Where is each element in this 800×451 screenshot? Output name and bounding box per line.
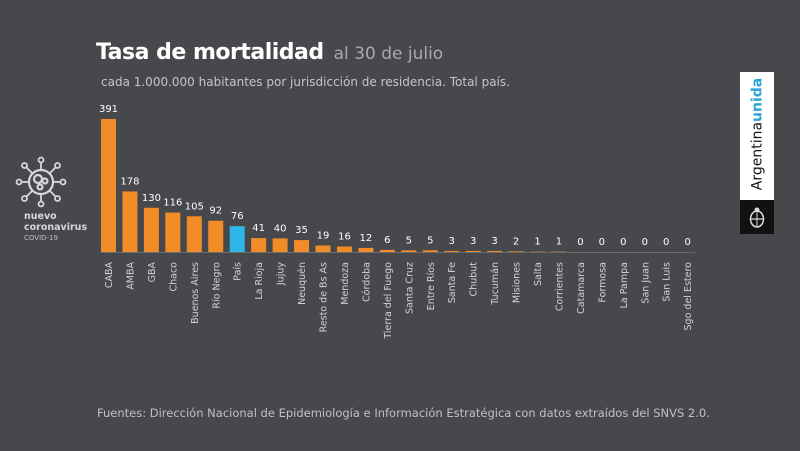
value-label: 76: [231, 211, 244, 222]
value-label: 0: [684, 237, 690, 248]
value-label: 19: [317, 231, 330, 242]
value-label: 0: [620, 237, 626, 248]
category-label: País: [233, 262, 244, 281]
value-label: 3: [449, 236, 455, 247]
category-label: Misiones: [512, 262, 523, 303]
category-label: Chubut: [469, 262, 480, 297]
logo-line-1: nuevo: [24, 211, 57, 222]
chart-title: Tasa de mortalidad al 30 de julio: [96, 40, 443, 65]
value-label: 40: [274, 223, 287, 234]
value-label: 2: [513, 236, 519, 247]
value-label: 3: [470, 236, 476, 247]
category-label: San Juan: [640, 262, 651, 304]
bar-tucumán: [487, 250, 503, 252]
value-label: 1: [534, 237, 540, 248]
value-label: 130: [142, 193, 161, 204]
bar-resto-de-bs-as: [315, 245, 331, 252]
logo-line-3: COVID-19: [24, 234, 58, 242]
category-label: Corrientes: [554, 262, 565, 311]
bar-chaco: [165, 212, 181, 252]
bar-río-negro: [208, 220, 224, 252]
chart-subtitle: cada 1.000.000 habitantes por jurisdicci…: [101, 75, 510, 89]
category-label: Tierra del Fuego: [383, 262, 394, 340]
category-label: Río Negro: [211, 262, 222, 309]
bar-córdoba: [358, 247, 374, 252]
value-label: 105: [185, 201, 204, 212]
category-label: Santa Fe: [447, 262, 458, 303]
value-label: 35: [295, 225, 308, 236]
category-label: Salta: [533, 262, 544, 286]
bar-país: [229, 226, 245, 252]
value-label: 5: [406, 235, 412, 246]
category-label: AMBA: [125, 262, 136, 290]
covid-logo-text: nuevo coronavirus COVID-19: [24, 211, 88, 244]
value-label: 0: [642, 237, 648, 248]
bar-santa-cruz: [401, 250, 417, 252]
category-label: GBA: [147, 262, 158, 283]
value-label: 6: [384, 235, 390, 246]
value-label: 3: [491, 236, 497, 247]
value-label: 12: [360, 233, 373, 244]
category-label: Formosa: [597, 262, 608, 303]
value-label: 0: [599, 237, 605, 248]
source-note: Fuentes: Dirección Nacional de Epidemiol…: [97, 406, 710, 420]
category-label: Catamarca: [576, 262, 587, 314]
category-label: CABA: [104, 262, 115, 289]
bar-santa-fe: [444, 250, 460, 252]
bar-tierra-del-fuego: [379, 249, 395, 252]
category-label: Tucumán: [490, 262, 501, 306]
category-label: Sgo del Estero: [683, 262, 694, 331]
value-label: 5: [427, 235, 433, 246]
coat-of-arms-icon: [740, 200, 774, 234]
bar-chubut: [465, 250, 481, 252]
logo-line-2: coronavirus: [24, 221, 88, 233]
category-label: San Luis: [662, 262, 673, 302]
category-label: La Rioja: [254, 262, 265, 300]
category-label: Entre Ríos: [426, 262, 437, 310]
value-label: 0: [577, 237, 583, 248]
category-label: Buenos Aires: [190, 262, 201, 324]
category-label: Santa Cruz: [404, 262, 415, 314]
value-label: 92: [209, 206, 222, 217]
bar-amba: [122, 191, 138, 252]
value-label: 16: [338, 232, 351, 243]
bar-buenos-aires: [186, 216, 202, 252]
bar-jujuy: [272, 238, 288, 252]
value-label: 1: [556, 237, 562, 248]
bar-neuquén: [294, 240, 310, 252]
category-label: Resto de Bs As: [319, 262, 330, 332]
brand-text-main: Argentina: [749, 121, 765, 191]
category-label: Jujuy: [276, 262, 287, 286]
category-label: Chaco: [168, 262, 179, 292]
value-label: 178: [120, 176, 139, 187]
virus-icon: [14, 155, 68, 213]
bar-mendoza: [336, 246, 352, 252]
bar-caba: [101, 119, 116, 252]
argentina-unida-brand: Argentinaunida: [740, 72, 774, 234]
title-date: al 30 de julio: [333, 44, 444, 64]
bar-entre-ríos: [422, 250, 438, 252]
bar-la-rioja: [251, 238, 267, 252]
bar-misiones: [508, 251, 524, 252]
title-text: Tasa de mortalidad: [96, 40, 324, 65]
value-label: 391: [99, 104, 118, 115]
category-label: La Pampa: [619, 262, 630, 308]
value-label: 41: [252, 223, 265, 234]
value-label: 116: [163, 198, 182, 209]
category-label: Neuquén: [297, 262, 308, 305]
category-label: Córdoba: [361, 262, 372, 302]
value-label: 0: [663, 237, 669, 248]
bar-gba: [143, 207, 159, 252]
brand-text-accent: unida: [749, 77, 765, 122]
category-label: Mendoza: [340, 262, 351, 305]
